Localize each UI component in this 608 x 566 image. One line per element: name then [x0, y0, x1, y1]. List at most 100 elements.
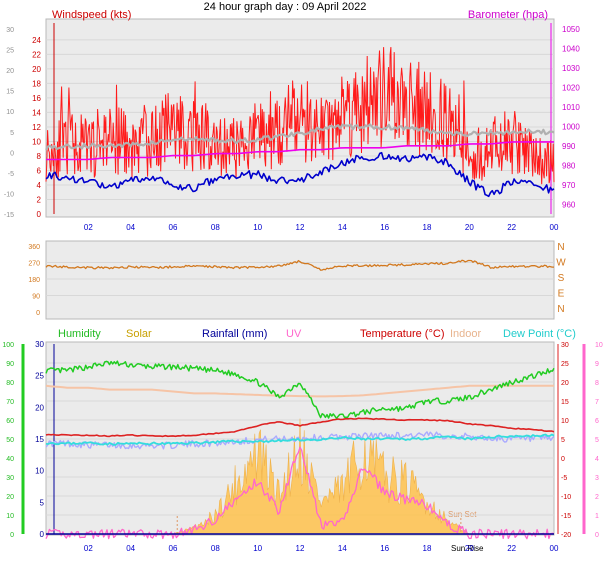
- windspeed-tick-label: 10: [32, 137, 41, 146]
- temperature-tick-label: 10: [561, 418, 569, 425]
- barometer-tick-label: 970: [562, 181, 576, 190]
- windspeed-tick-label: 2: [37, 195, 42, 204]
- humidity-tick-label: 80: [6, 380, 14, 387]
- outer-tick-label: 15: [6, 89, 14, 96]
- temperature-line: [45, 417, 555, 438]
- barometer-tick-label: 980: [562, 161, 576, 170]
- direction-tick-label: 180: [28, 277, 40, 284]
- temperature-x-tick-label: 18: [423, 544, 432, 553]
- windspeed-axis-label: Windspeed (kts): [52, 9, 131, 21]
- humidity-tick-label: 60: [6, 418, 14, 425]
- rainfall-tick-label: 15: [35, 435, 44, 444]
- legend-rainfall: Rainfall (mm): [202, 328, 267, 340]
- outer-tick-label: -10: [4, 191, 14, 198]
- temperature-x-tick-label: 08: [211, 544, 220, 553]
- humidity-tick-label: 0: [10, 532, 14, 539]
- wind-x-tick-label: 10: [253, 223, 262, 232]
- uv-tick-label: 7: [595, 399, 599, 406]
- temperature-tick-label: -10: [561, 494, 571, 501]
- chart-title: 24 hour graph day : 09 April 2022: [204, 1, 367, 13]
- temperature-tick-label: 25: [561, 361, 569, 368]
- temperature-x-tick-label: 22: [507, 544, 516, 553]
- uv-tick-label: 5: [595, 437, 599, 444]
- windspeed-tick-label: 12: [32, 123, 41, 132]
- uv-tick-label: 6: [595, 418, 599, 425]
- rainfall-tick-label: 5: [40, 498, 45, 507]
- barometer-tick-label: 1010: [562, 103, 580, 112]
- humidity-tick-label: 90: [6, 361, 14, 368]
- uv-tick-label: 8: [595, 380, 599, 387]
- barometer-tick-label: 1040: [562, 44, 580, 53]
- wind-direction-line: [45, 259, 554, 271]
- temperature-x-tick-label: 10: [253, 544, 262, 553]
- legend-dew-point: Dew Point (°C): [503, 328, 576, 340]
- humidity-tick-label: 50: [6, 437, 14, 444]
- temperature-tick-label: 20: [561, 380, 569, 387]
- uv-tick-label: 4: [595, 456, 599, 463]
- annotation-sun-rise: Sun Rise: [451, 544, 484, 553]
- windspeed-tick-label: 16: [32, 94, 41, 103]
- barometer-tick-label: 1050: [562, 25, 580, 34]
- rainfall-tick-label: 30: [35, 340, 44, 349]
- wind-x-tick-label: 20: [465, 223, 474, 232]
- windspeed-tick-label: 22: [32, 50, 41, 59]
- barometer-tick-label: 990: [562, 142, 576, 151]
- wind-x-tick-label: 00: [550, 223, 559, 232]
- rainfall-tick-label: 25: [35, 372, 44, 381]
- barometer-axis-label: Barometer (hpa): [468, 9, 548, 21]
- legend-temperature: Temperature (°C): [360, 328, 444, 340]
- compass-label: W: [556, 258, 566, 269]
- humidity-tick-label: 30: [6, 475, 14, 482]
- wind-x-tick-label: 08: [211, 223, 220, 232]
- humidity-tick-label: 20: [6, 494, 14, 501]
- wind-gust-line: [45, 47, 555, 185]
- wind-x-tick-label: 04: [126, 223, 135, 232]
- direction-tick-label: 0: [36, 310, 40, 317]
- compass-label: N: [557, 242, 564, 253]
- uv-tick-label: 2: [595, 494, 599, 501]
- dew-point-line: [45, 433, 555, 446]
- compass-label: N: [557, 304, 564, 315]
- legend-humidity: Humidity: [58, 328, 101, 340]
- uv-tick-label: 0: [595, 532, 599, 539]
- temperature-tick-label: -5: [561, 475, 567, 482]
- windspeed-tick-label: 24: [32, 36, 41, 45]
- temperature-tick-label: -15: [561, 513, 571, 520]
- wind-x-tick-label: 02: [84, 223, 93, 232]
- temperature-x-tick-label: 12: [296, 544, 305, 553]
- rainfall-tick-label: 0: [40, 530, 45, 539]
- windspeed-tick-label: 18: [32, 79, 41, 88]
- temperature-tick-label: 5: [561, 437, 565, 444]
- outer-tick-label: 0: [10, 150, 14, 157]
- legend-solar: Solar: [126, 328, 152, 340]
- temperature-x-tick-label: 02: [84, 544, 93, 553]
- windspeed-tick-label: 4: [37, 181, 42, 190]
- temperature-x-tick-label: 04: [126, 544, 135, 553]
- windspeed-tick-label: 14: [32, 108, 41, 117]
- temperature-x-tick-label: 16: [380, 544, 389, 553]
- wind-x-tick-label: 12: [296, 223, 305, 232]
- uv-tick-label: 1: [595, 513, 599, 520]
- temperature-x-tick-label: 00: [550, 544, 559, 553]
- temperature-tick-label: 15: [561, 399, 569, 406]
- legend-indoor: Indoor: [450, 328, 482, 340]
- wind-average-line: [45, 151, 555, 198]
- outer-tick-label: 5: [10, 130, 14, 137]
- windspeed-tick-label: 20: [32, 65, 41, 74]
- compass-label: E: [558, 289, 565, 300]
- rainfall-tick-label: 20: [35, 403, 44, 412]
- barometer-line: [46, 141, 554, 161]
- humidity-tick-label: 70: [6, 399, 14, 406]
- windspeed-tick-label: 8: [37, 152, 42, 161]
- temperature-x-tick-label: 06: [169, 544, 178, 553]
- temperature-x-tick-label: 20: [465, 544, 474, 553]
- outer-tick-label: 25: [6, 48, 14, 55]
- direction-tick-label: 90: [32, 294, 40, 301]
- barometer-trend-line: [45, 123, 555, 151]
- temperature-tick-label: 0: [561, 456, 565, 463]
- humidity-tick-label: 100: [2, 342, 14, 349]
- barometer-tick-label: 1020: [562, 83, 580, 92]
- wind-x-tick-label: 06: [169, 223, 178, 232]
